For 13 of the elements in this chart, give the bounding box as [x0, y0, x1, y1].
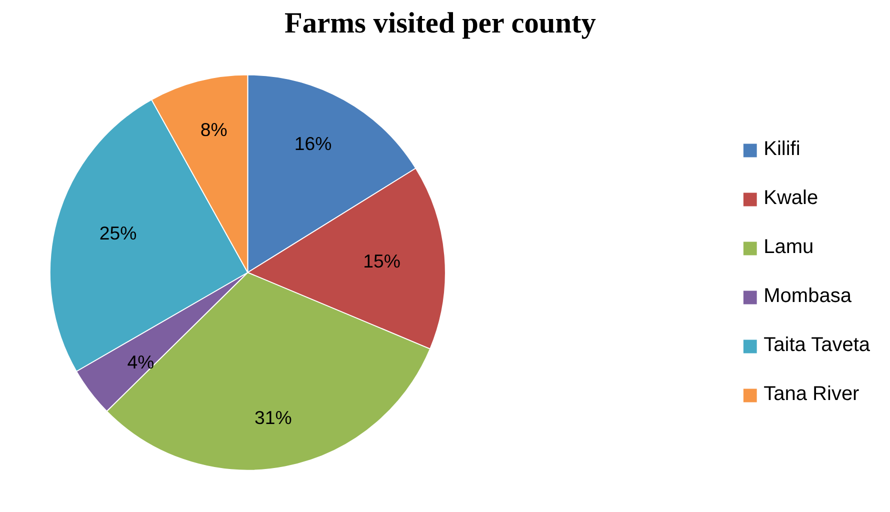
legend-label: Lamu	[764, 236, 814, 259]
chart-title: Farms visited per county	[284, 8, 596, 40]
legend-label: Kilifi	[764, 138, 800, 161]
data-label: 8%	[200, 119, 228, 140]
data-label: 15%	[363, 250, 400, 272]
data-label: 16%	[294, 132, 332, 154]
legend-label: Taita Taveta	[764, 334, 870, 357]
data-label: 25%	[99, 222, 137, 244]
data-label: 4%	[127, 351, 154, 372]
legend-label: Kwale	[764, 187, 818, 210]
data-label: 31%	[254, 406, 292, 428]
legend-label: Tana River	[764, 383, 860, 406]
legend-label: Mombasa	[764, 285, 852, 308]
